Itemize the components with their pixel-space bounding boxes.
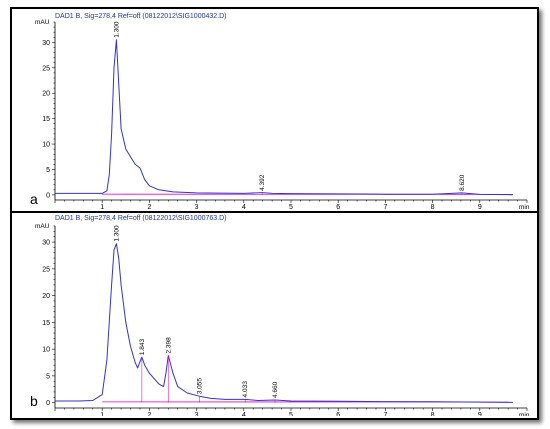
peak-label: 1.300 bbox=[113, 225, 120, 242]
x-axis-label: min bbox=[519, 412, 530, 416]
y-tick-label: 5 bbox=[46, 373, 50, 380]
figure-frame bbox=[10, 7, 539, 420]
x-tick-label: 8 bbox=[431, 204, 435, 211]
chart-panel-b: DAD1 B, Sig=278,4 Ref=off (08122012\SIG1… bbox=[30, 215, 530, 416]
x-tick-label: 5 bbox=[289, 412, 293, 416]
y-axis-label: mAU bbox=[35, 223, 50, 230]
y-axis-label: mAU bbox=[35, 19, 50, 26]
x-tick-label: 6 bbox=[336, 412, 340, 416]
peak-label: 1.300 bbox=[113, 21, 120, 38]
x-tick-label: 3 bbox=[195, 204, 199, 211]
peak-label: 4.660 bbox=[272, 381, 279, 398]
x-tick-label: 9 bbox=[478, 412, 482, 416]
y-tick-label: 15 bbox=[42, 320, 50, 327]
panel-letter: b bbox=[30, 393, 38, 409]
y-tick-label: 20 bbox=[42, 91, 50, 98]
chart-panel-a: DAD1 B, Sig=278,4 Ref=off (08122012\SIG1… bbox=[30, 13, 530, 211]
peak-label: 4.033 bbox=[242, 381, 249, 398]
y-tick-label: 0 bbox=[46, 192, 50, 199]
x-tick-label: 9 bbox=[478, 204, 482, 211]
x-tick-label: 2 bbox=[147, 204, 151, 211]
x-tick-label: 1 bbox=[100, 412, 104, 416]
y-tick-label: 0 bbox=[46, 400, 50, 407]
x-tick-label: 1 bbox=[100, 204, 104, 211]
y-tick-label: 15 bbox=[42, 116, 50, 123]
x-tick-label: 7 bbox=[383, 412, 387, 416]
chart-title: DAD1 B, Sig=278,4 Ref=off (08122012\SIG1… bbox=[55, 215, 227, 222]
x-tick-label: 4 bbox=[242, 412, 246, 416]
peak-label: 4.392 bbox=[259, 174, 266, 191]
y-tick-label: 10 bbox=[42, 142, 50, 149]
peak-label: 8.620 bbox=[459, 174, 466, 191]
x-tick-label: 2 bbox=[147, 412, 151, 416]
y-tick-label: 30 bbox=[42, 40, 50, 47]
peak-label: 1.843 bbox=[139, 338, 146, 355]
y-tick-label: 10 bbox=[42, 347, 50, 354]
panel-letter: a bbox=[30, 191, 38, 207]
signal-trace bbox=[55, 243, 513, 403]
y-tick-label: 25 bbox=[42, 266, 50, 273]
x-tick-label: 3 bbox=[195, 412, 199, 416]
x-tick-label: 8 bbox=[431, 412, 435, 416]
x-tick-label: 4 bbox=[242, 204, 246, 211]
x-tick-label: 7 bbox=[383, 204, 387, 211]
peak-label: 3.055 bbox=[196, 378, 203, 395]
chart-title: DAD1 B, Sig=278,4 Ref=off (08122012\SIG1… bbox=[55, 13, 227, 20]
signal-trace bbox=[55, 39, 513, 196]
peak-label: 2.398 bbox=[165, 337, 172, 354]
y-tick-label: 30 bbox=[42, 240, 50, 247]
y-tick-label: 20 bbox=[42, 293, 50, 300]
y-tick-label: 5 bbox=[46, 167, 50, 174]
x-axis-label: min bbox=[519, 204, 530, 211]
y-tick-label: 25 bbox=[42, 65, 50, 72]
panel-divider bbox=[10, 211, 539, 213]
x-tick-label: 5 bbox=[289, 204, 293, 211]
x-tick-label: 6 bbox=[336, 204, 340, 211]
